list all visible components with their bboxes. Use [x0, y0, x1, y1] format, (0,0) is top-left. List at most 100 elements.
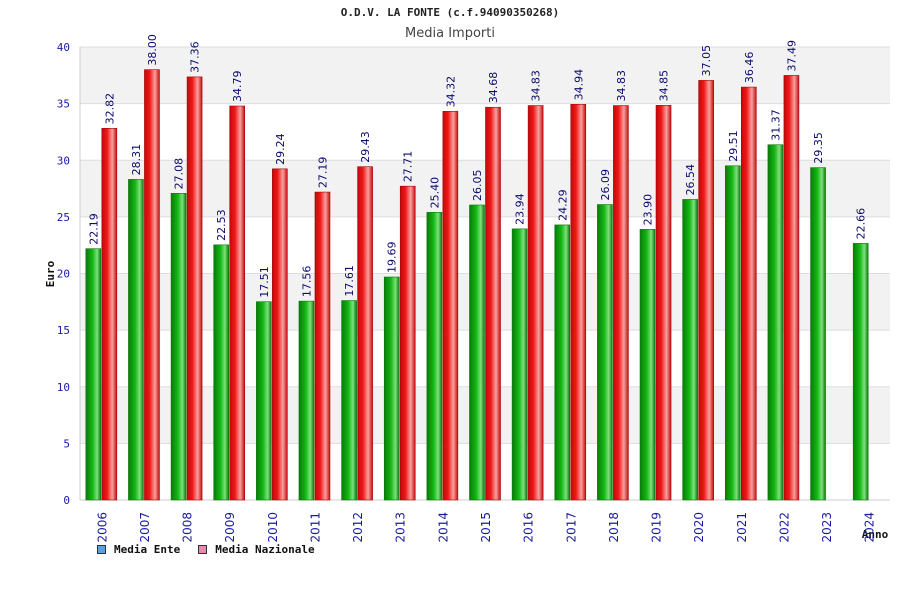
- bar-media-nazionale: [144, 69, 160, 501]
- data-label: 38.00: [146, 34, 159, 66]
- x-tick-label: 2010: [266, 512, 280, 543]
- x-tick-label: 2012: [351, 512, 365, 543]
- bar-media-ente: [213, 244, 230, 501]
- bar-media-nazionale: [357, 166, 373, 501]
- legend-item-ente: Media Ente: [97, 543, 180, 556]
- data-label: 17.56: [300, 266, 313, 298]
- y-tick-label: 25: [57, 211, 70, 224]
- y-tick-label: 5: [63, 437, 70, 450]
- data-label: 34.32: [444, 76, 457, 108]
- y-axis-label: Euro: [44, 260, 57, 287]
- bar-media-nazionale: [229, 105, 246, 501]
- bar-media-nazionale: [101, 128, 118, 501]
- data-label: 23.94: [514, 193, 527, 225]
- bar-media-ente: [639, 229, 656, 501]
- y-tick-label: 20: [57, 268, 70, 281]
- data-label: 27.71: [402, 151, 415, 183]
- x-tick-label: 2016: [522, 512, 536, 543]
- data-label: 22.19: [87, 213, 100, 245]
- bar-media-nazionale: [527, 105, 544, 501]
- data-label: 28.31: [130, 144, 143, 176]
- bar-media-ente: [298, 300, 315, 501]
- x-tick-label: 2019: [650, 512, 664, 543]
- x-axis-label: Anno: [862, 528, 889, 541]
- bar-media-nazionale: [272, 168, 288, 501]
- bar-media-ente: [810, 167, 826, 501]
- y-tick-label: 0: [63, 494, 70, 507]
- data-label: 37.49: [785, 40, 798, 72]
- x-tick-label: 2021: [735, 512, 749, 543]
- y-tick-label: 15: [57, 324, 70, 337]
- bar-media-ente: [85, 248, 102, 501]
- x-tick-label: 2011: [308, 512, 322, 543]
- x-tick-label: 2008: [181, 512, 195, 543]
- bar-media-nazionale: [399, 185, 416, 501]
- bar-media-ente: [426, 212, 443, 501]
- data-label: 29.43: [359, 131, 372, 163]
- bar-media-nazionale: [613, 105, 629, 501]
- bar-media-nazionale: [740, 86, 757, 501]
- x-tick-label: 2015: [479, 512, 493, 543]
- data-label: 27.08: [173, 158, 186, 190]
- data-label: 34.94: [572, 69, 585, 101]
- data-label: 34.85: [658, 70, 671, 102]
- x-tick-label: 2023: [820, 512, 834, 543]
- chart-title: O.D.V. LA FONTE (c.f.94090350268): [340, 6, 560, 19]
- x-tick-label: 2020: [692, 512, 706, 543]
- bar-media-ente: [724, 165, 741, 501]
- x-tick-label: 2006: [95, 512, 109, 543]
- bar-media-ente: [256, 301, 272, 501]
- y-tick-label: 35: [57, 98, 70, 111]
- bar-media-ente: [682, 199, 698, 501]
- bar-media-nazionale: [314, 191, 331, 501]
- x-tick-label: 2024: [863, 512, 877, 543]
- data-label: 36.46: [743, 52, 756, 84]
- data-label: 37.05: [700, 45, 713, 77]
- bar-media-ente: [128, 179, 144, 501]
- bar-media-ente: [170, 193, 187, 501]
- y-tick-label: 40: [57, 41, 70, 54]
- bar-media-nazionale: [442, 111, 459, 501]
- data-label: 19.69: [386, 242, 399, 274]
- data-label: 34.68: [487, 72, 500, 104]
- legend-swatch-nazionale: [198, 545, 208, 554]
- data-label: 37.36: [189, 41, 202, 73]
- data-label: 32.82: [103, 93, 116, 125]
- legend-label-ente: Media Ente: [114, 543, 181, 556]
- bar-media-ente: [554, 224, 571, 501]
- data-label: 29.24: [274, 133, 287, 165]
- bar-media-nazionale: [485, 106, 501, 501]
- data-label: 17.51: [258, 266, 271, 298]
- x-tick-label: 2013: [394, 512, 408, 543]
- bar-media-ente: [469, 204, 485, 501]
- data-label: 26.09: [599, 169, 612, 201]
- data-label: 29.51: [727, 130, 740, 162]
- x-tick-label: 2007: [138, 512, 152, 543]
- x-tick-label: 2022: [777, 512, 791, 543]
- data-label: 29.35: [812, 132, 825, 164]
- bar-media-ente: [511, 228, 528, 501]
- legend-swatch-ente: [97, 545, 106, 554]
- data-label: 34.83: [530, 70, 543, 102]
- data-label: 26.05: [471, 169, 484, 201]
- bar-media-nazionale: [186, 76, 203, 501]
- data-label: 34.83: [615, 70, 628, 102]
- data-label: 22.53: [215, 209, 228, 240]
- data-label: 17.61: [343, 265, 356, 297]
- y-tick-label: 30: [57, 154, 70, 167]
- x-tick-label: 2014: [436, 512, 450, 543]
- bar-media-nazionale: [655, 105, 672, 501]
- bar-media-ente: [383, 276, 400, 501]
- legend-item-nazionale: Media Nazionale: [198, 543, 315, 556]
- bar-media-nazionale: [570, 104, 587, 501]
- bar-media-ente: [341, 300, 357, 501]
- chart-subtitle: Media Importi: [405, 26, 495, 41]
- bar-media-ente: [852, 243, 869, 501]
- data-label: 26.54: [684, 164, 697, 196]
- chart-legend: Media Ente Media Nazionale: [97, 543, 315, 556]
- data-label: 34.79: [231, 71, 244, 102]
- data-label: 27.19: [316, 157, 329, 189]
- bar-media-ente: [767, 144, 784, 501]
- legend-label-nazionale: Media Nazionale: [215, 543, 315, 556]
